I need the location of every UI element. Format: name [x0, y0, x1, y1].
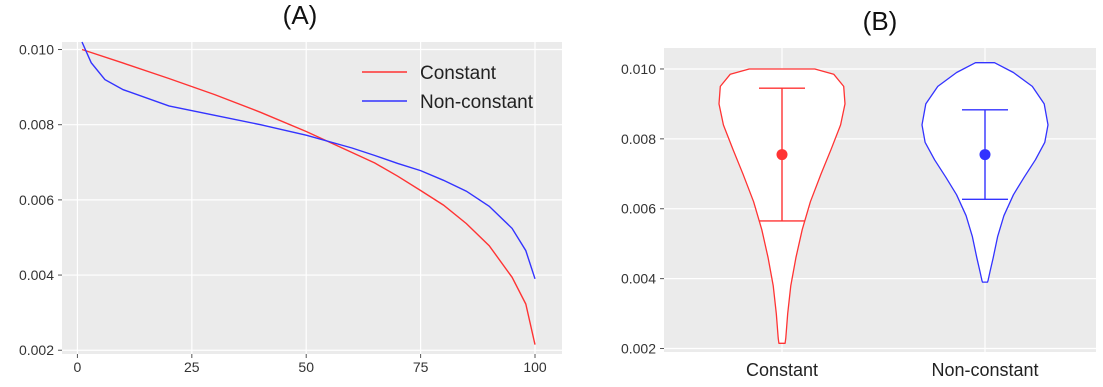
y-tick-label: 0.010: [19, 42, 54, 58]
y-tick-label: 0.008: [19, 117, 54, 133]
x-tick-label: 25: [184, 359, 200, 375]
legend-label: Constant: [420, 63, 497, 84]
y-tick-label: 0.006: [19, 192, 54, 208]
x-tick-label: 0: [74, 359, 82, 375]
series-line-non-constant: [81, 41, 536, 280]
x-tick-label: 100: [523, 359, 547, 375]
mean-point: [979, 149, 991, 161]
violin-chart-b: 0.002 0.004 0.006 0.008 0.010 Constant Non-con…: [621, 48, 1096, 380]
x-tick-label: 50: [298, 359, 314, 375]
plot-a-background: [62, 42, 562, 354]
y-tick-label: 0.008: [621, 131, 656, 147]
mean-point: [776, 149, 788, 161]
line-chart-a: 0 25 50 75 100 0.002 0.004 0.006 0.008 0.010 Const…: [19, 42, 562, 375]
panel-b-title: (B): [862, 6, 898, 36]
x-tick-label: 75: [413, 359, 429, 375]
category-label: Non-constant: [931, 360, 1038, 380]
panel-a-title: (A): [282, 0, 318, 30]
y-tick-label: 0.004: [19, 267, 54, 283]
y-tick-label: 0.002: [621, 341, 656, 357]
y-tick-label: 0.004: [621, 271, 656, 287]
series-line-constant: [81, 48, 536, 345]
y-tick-label: 0.010: [621, 61, 656, 77]
y-tick-label: 0.002: [19, 342, 54, 358]
legend-label: Non-constant: [420, 92, 534, 113]
category-label: Constant: [746, 360, 818, 380]
y-tick-label: 0.006: [621, 201, 656, 217]
